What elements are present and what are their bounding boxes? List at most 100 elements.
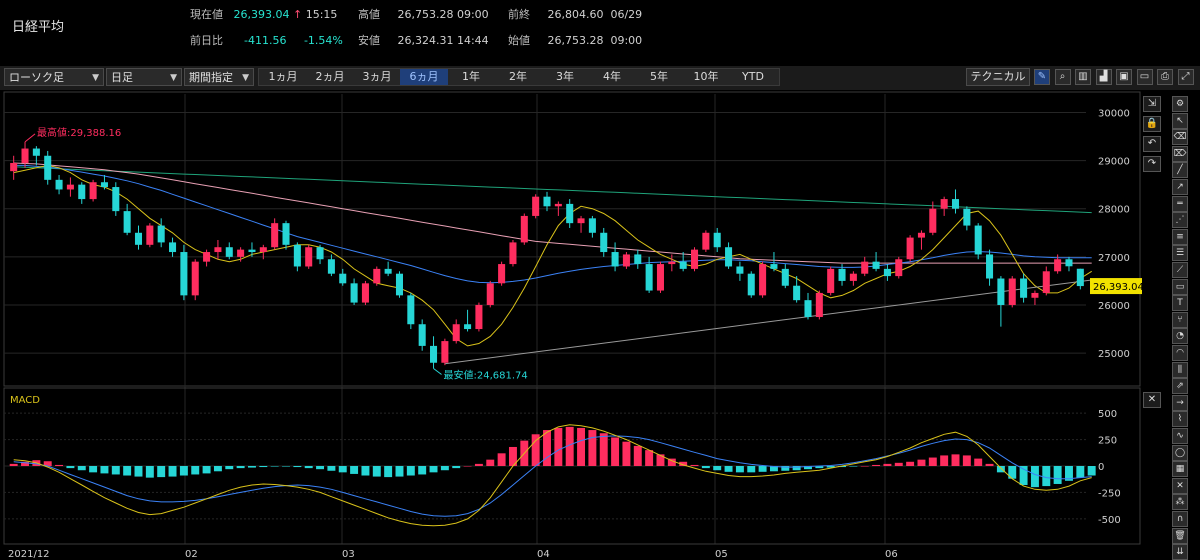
zoom-icon[interactable]: ⌕: [1054, 69, 1071, 85]
candle: [1042, 266, 1050, 296]
redo-icon[interactable]: ↷: [1143, 156, 1161, 172]
x-tick-label: 2021/12: [8, 549, 50, 560]
macd-tick-label: 500: [1098, 409, 1117, 420]
macd-histogram-bar: [622, 441, 631, 466]
macd-histogram-bar: [577, 427, 586, 466]
zigzag-icon[interactable]: ⌇: [1172, 411, 1188, 428]
horizontal-line-icon[interactable]: ═: [1172, 195, 1188, 212]
candle: [554, 201, 562, 216]
range-tab-10[interactable]: YTD: [742, 70, 764, 83]
candle: [702, 230, 710, 253]
range-tab-5[interactable]: 2年: [509, 70, 527, 83]
macd-histogram-bar: [66, 466, 75, 469]
pen-icon[interactable]: ✎: [1034, 69, 1050, 85]
prev-label: 前終: [508, 8, 530, 21]
wave-icon[interactable]: ∿: [1172, 428, 1188, 444]
range-tab-3[interactable]: 6ヵ月: [400, 69, 448, 85]
chevron-down-icon: ▼: [170, 73, 177, 83]
trend-icon[interactable]: ⇗: [1172, 378, 1188, 395]
range-tab-7[interactable]: 4年: [603, 70, 621, 83]
candle: [498, 261, 506, 286]
fan-icon[interactable]: ⋰: [1172, 212, 1188, 229]
eraser-all-icon[interactable]: ⌦: [1172, 145, 1188, 162]
channel-icon[interactable]: ≡: [1172, 228, 1188, 245]
candle: [793, 276, 801, 303]
interval-select[interactable]: 日足 ▼: [106, 68, 182, 86]
fib-zone-icon[interactable]: ⫼: [1172, 361, 1188, 378]
macd-histogram-bar: [316, 466, 325, 470]
undo-icon[interactable]: ↶: [1143, 136, 1161, 152]
close-icon[interactable]: ✕: [1143, 392, 1161, 408]
fibonacci-icon[interactable]: ☰: [1172, 245, 1188, 262]
regression-icon[interactable]: ⟋: [1172, 262, 1188, 278]
eraser-icon[interactable]: ⌫: [1172, 129, 1188, 146]
lock-icon[interactable]: 🔒: [1143, 116, 1161, 132]
area-chart-icon[interactable]: ▟: [1095, 69, 1112, 85]
print-icon[interactable]: ⎙: [1157, 69, 1173, 85]
macd-histogram-bar: [747, 466, 756, 473]
macd-histogram-bar: [1087, 466, 1096, 476]
text-icon[interactable]: T: [1172, 295, 1188, 312]
grid-icon[interactable]: ▦: [1172, 461, 1188, 478]
fit-icon[interactable]: ⇲: [1143, 96, 1161, 112]
cross-icon[interactable]: ✕: [1172, 477, 1188, 494]
macd-histogram-bar: [940, 455, 949, 466]
range-tab-6[interactable]: 3年: [556, 70, 574, 83]
macd-histogram-bar: [531, 434, 540, 466]
candle: [1076, 268, 1084, 290]
range-tab-9[interactable]: 10年: [693, 70, 719, 83]
expand-icon[interactable]: ⤢: [1177, 69, 1194, 85]
technical-button[interactable]: テクニカル: [966, 68, 1030, 86]
chart-type-value: ローソク足: [9, 71, 64, 84]
candle: [974, 223, 982, 260]
chart-type-select[interactable]: ローソク足 ▼: [4, 68, 104, 86]
scroll-down-icon[interactable]: ⇊: [1172, 544, 1188, 560]
range-tab-8[interactable]: 5年: [650, 70, 668, 83]
candle: [1054, 254, 1062, 274]
cursor-icon[interactable]: ↖: [1172, 112, 1188, 129]
cycle-icon[interactable]: ◔: [1172, 328, 1188, 345]
settings-icon[interactable]: ⚙: [1172, 96, 1188, 112]
macd-histogram-bar: [202, 466, 211, 474]
range-tab-1[interactable]: 2ヵ月: [315, 70, 345, 83]
macd-histogram-bar: [996, 466, 1005, 473]
candle: [316, 244, 324, 265]
candle: [725, 242, 733, 269]
magnet-icon[interactable]: ∩: [1172, 511, 1188, 527]
folder-icon[interactable]: ▭: [1136, 69, 1153, 85]
macd-histogram-bar: [474, 463, 483, 466]
macd-histogram-bar: [872, 464, 881, 466]
bar-chart-icon[interactable]: ▥: [1075, 69, 1091, 85]
macd-histogram-bar: [406, 466, 415, 476]
macd-histogram-bar: [43, 461, 52, 466]
macd-histogram-bar: [372, 466, 381, 477]
arrow-icon[interactable]: →: [1172, 394, 1188, 411]
period-select[interactable]: 期間指定 ▼: [184, 68, 254, 86]
candle: [146, 223, 154, 248]
save-icon[interactable]: ▣: [1116, 69, 1132, 85]
pitchfork-icon[interactable]: ⑂: [1172, 311, 1188, 328]
ellipse-icon[interactable]: ◯: [1172, 444, 1188, 461]
macd-histogram-bar: [157, 466, 166, 478]
low-price: 安値 26,324.31 14:44: [358, 32, 489, 48]
arc-icon[interactable]: ◠: [1172, 345, 1188, 361]
candle: [180, 244, 188, 301]
rectangle-icon[interactable]: ▭: [1172, 278, 1188, 295]
macd-histogram-bar: [1019, 466, 1028, 486]
x-tick-label: 03: [342, 549, 355, 560]
macd-histogram-bar: [883, 463, 892, 466]
macd-histogram-bar: [554, 427, 563, 466]
chart-area[interactable]: 25000 26000 27000 28000 29000 30000 500 250 0 -2…: [0, 90, 1200, 560]
candle: [509, 240, 517, 267]
pattern-icon[interactable]: ⁂: [1172, 494, 1188, 511]
high-price: 高値 26,753.28 09:00: [358, 6, 489, 22]
candle: [532, 194, 540, 219]
ray-icon[interactable]: ↗: [1172, 179, 1188, 195]
delete-icon[interactable]: 🗑: [1172, 527, 1188, 544]
range-tab-4[interactable]: 1年: [462, 70, 480, 83]
range-tab-2[interactable]: 3ヵ月: [362, 70, 392, 83]
line-icon[interactable]: ╱: [1172, 162, 1188, 179]
candle: [520, 213, 528, 245]
macd-line: [13, 435, 1092, 517]
range-tab-0[interactable]: 1ヵ月: [268, 70, 298, 83]
